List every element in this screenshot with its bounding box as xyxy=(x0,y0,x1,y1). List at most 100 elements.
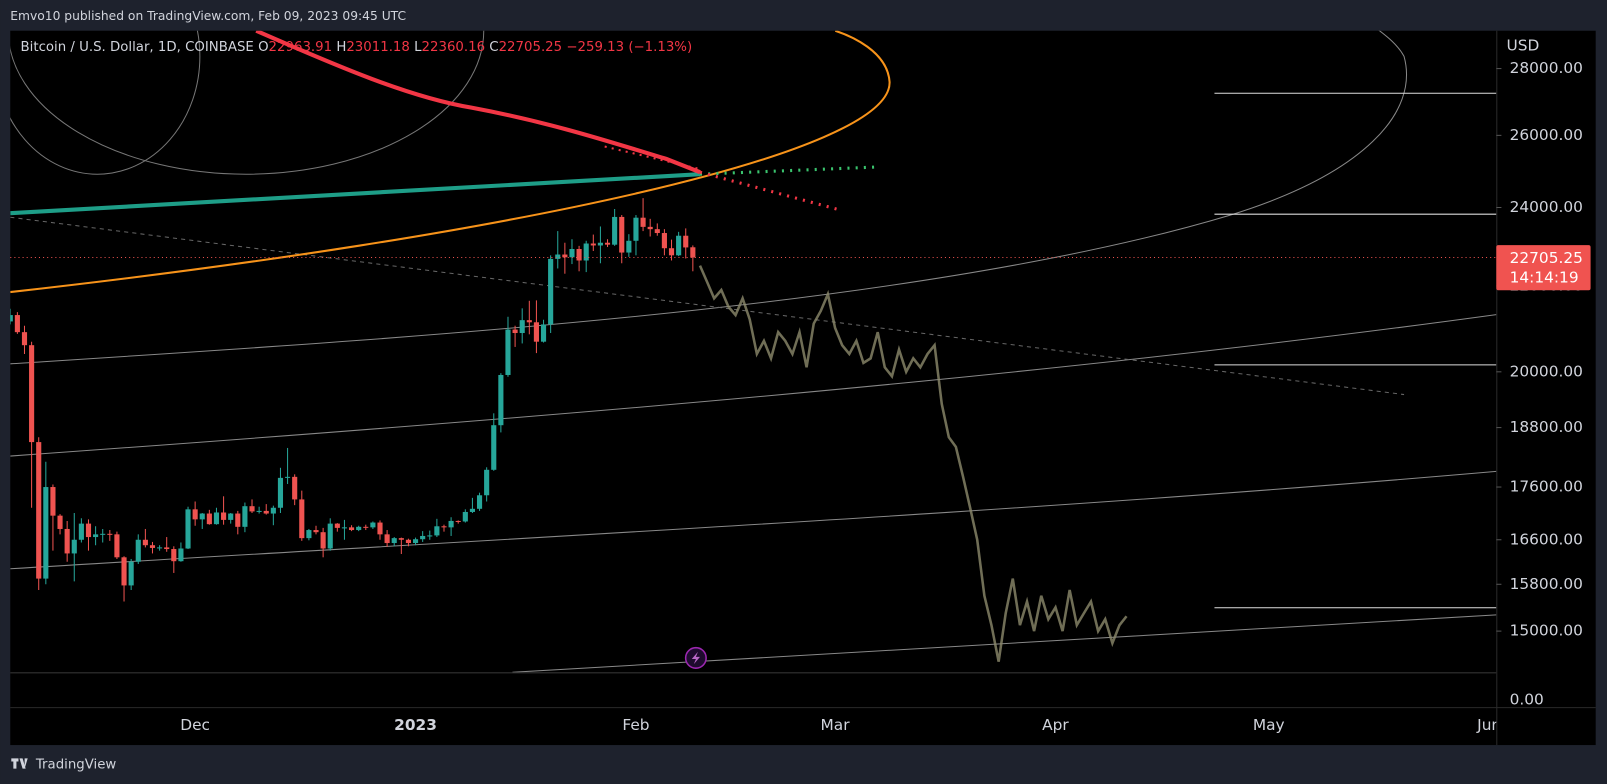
event-icon-bolt xyxy=(691,651,700,665)
ohlc-value: 22360.16 xyxy=(422,40,486,55)
y-tick-label: 16600.00 xyxy=(1510,530,1583,548)
candle-body xyxy=(562,254,568,258)
candle-body xyxy=(36,442,42,579)
candle-body xyxy=(306,530,312,539)
ohlc-value: 23011.18 xyxy=(346,40,410,55)
candle-body xyxy=(228,513,234,520)
candle-body xyxy=(420,535,426,540)
candle-body xyxy=(185,509,191,549)
candle-body xyxy=(285,476,291,478)
candle-body xyxy=(498,374,504,426)
candle-body xyxy=(370,522,376,528)
red-dotted-line xyxy=(604,145,701,171)
orange-ellipse xyxy=(10,30,891,294)
candle-body xyxy=(64,528,70,554)
candle-body xyxy=(633,217,639,241)
candle-body xyxy=(384,534,390,544)
change: −259.13 (−1.13%) xyxy=(566,40,692,55)
candle-body xyxy=(178,548,184,562)
drawings xyxy=(10,30,1497,673)
circle-drawing xyxy=(10,30,485,175)
candle-body xyxy=(93,534,99,538)
candle-body xyxy=(576,248,582,261)
candle-body xyxy=(590,243,596,246)
y-tick-label: 0.00 xyxy=(1510,690,1544,708)
red-line xyxy=(255,30,701,175)
candle-body xyxy=(142,539,148,546)
candle-body xyxy=(540,324,547,342)
candle-body xyxy=(476,495,483,509)
candle-body xyxy=(640,217,646,227)
currency: USD xyxy=(1507,37,1540,55)
ohlc-letter: L xyxy=(414,40,422,55)
candle-body xyxy=(612,216,618,245)
y-tick-label: 20000.00 xyxy=(1510,362,1583,380)
candle-body xyxy=(14,315,20,333)
x-tick-label: Feb xyxy=(622,716,649,734)
published-line: Emvo10 published on TradingView.com, Feb… xyxy=(10,9,406,23)
candle-body xyxy=(213,512,220,525)
candle-body xyxy=(85,523,92,538)
y-tick-label: 17600.00 xyxy=(1510,478,1583,496)
candle-body xyxy=(164,547,170,550)
candle-body xyxy=(512,329,518,334)
candle-body xyxy=(668,248,675,256)
candle-body xyxy=(583,243,589,261)
candle-body xyxy=(526,320,532,323)
candle-body xyxy=(519,320,525,334)
candle-body xyxy=(341,527,348,529)
ohlc-letter: C xyxy=(489,40,498,55)
candle-body xyxy=(604,242,611,245)
legend: Bitcoin / U.S. Dollar, 1D, COINBASE O229… xyxy=(21,40,693,55)
candle-body xyxy=(391,538,397,544)
candle-body xyxy=(484,469,490,496)
candle-body xyxy=(441,526,447,528)
candle-body xyxy=(292,476,298,500)
candle-body xyxy=(569,248,575,258)
candle-body xyxy=(171,549,177,562)
candle-body xyxy=(221,512,227,520)
y-tick-label: 24000.00 xyxy=(1510,198,1583,216)
candle-body xyxy=(121,557,127,586)
candle-body xyxy=(249,506,255,512)
candle-body xyxy=(57,515,63,529)
candle-body xyxy=(29,345,35,443)
candle-body xyxy=(206,513,212,525)
x-tick-label: Apr xyxy=(1042,716,1069,734)
candle-body xyxy=(270,507,276,514)
candle-body xyxy=(683,235,689,248)
circle-drawing xyxy=(10,30,201,175)
candle-body xyxy=(299,499,305,539)
candle-body xyxy=(676,235,682,256)
candle-body xyxy=(199,513,205,520)
ellipse-drawing xyxy=(10,30,1408,365)
candle-body xyxy=(690,247,696,258)
candle-body xyxy=(363,526,369,528)
candle-body xyxy=(50,487,56,516)
legend-title: Bitcoin / U.S. Dollar, 1D, COINBASE O229… xyxy=(21,40,693,55)
candle-body xyxy=(192,509,198,520)
candle-body xyxy=(135,539,141,562)
countdown: 14:14:19 xyxy=(1510,268,1579,286)
candle-body xyxy=(647,226,653,230)
candle-body xyxy=(555,254,561,259)
candle-body xyxy=(619,216,625,253)
x-tick-label: Mar xyxy=(821,716,851,734)
candle-body xyxy=(10,315,13,322)
ellipse-drawing xyxy=(10,314,1497,457)
candle-body xyxy=(412,539,419,544)
candle-body xyxy=(43,487,49,579)
candle-body xyxy=(462,511,468,522)
projection-path xyxy=(698,265,1128,662)
teal-line xyxy=(10,172,701,216)
last-price-box xyxy=(1496,245,1591,291)
candle-body xyxy=(533,322,539,342)
candle-body xyxy=(377,522,383,535)
candle-body xyxy=(313,530,319,533)
ohlc-letter: O xyxy=(258,40,268,55)
candle-body xyxy=(356,526,362,531)
ohlc-value: 22705.25 xyxy=(499,40,563,55)
candle-body xyxy=(242,506,248,527)
